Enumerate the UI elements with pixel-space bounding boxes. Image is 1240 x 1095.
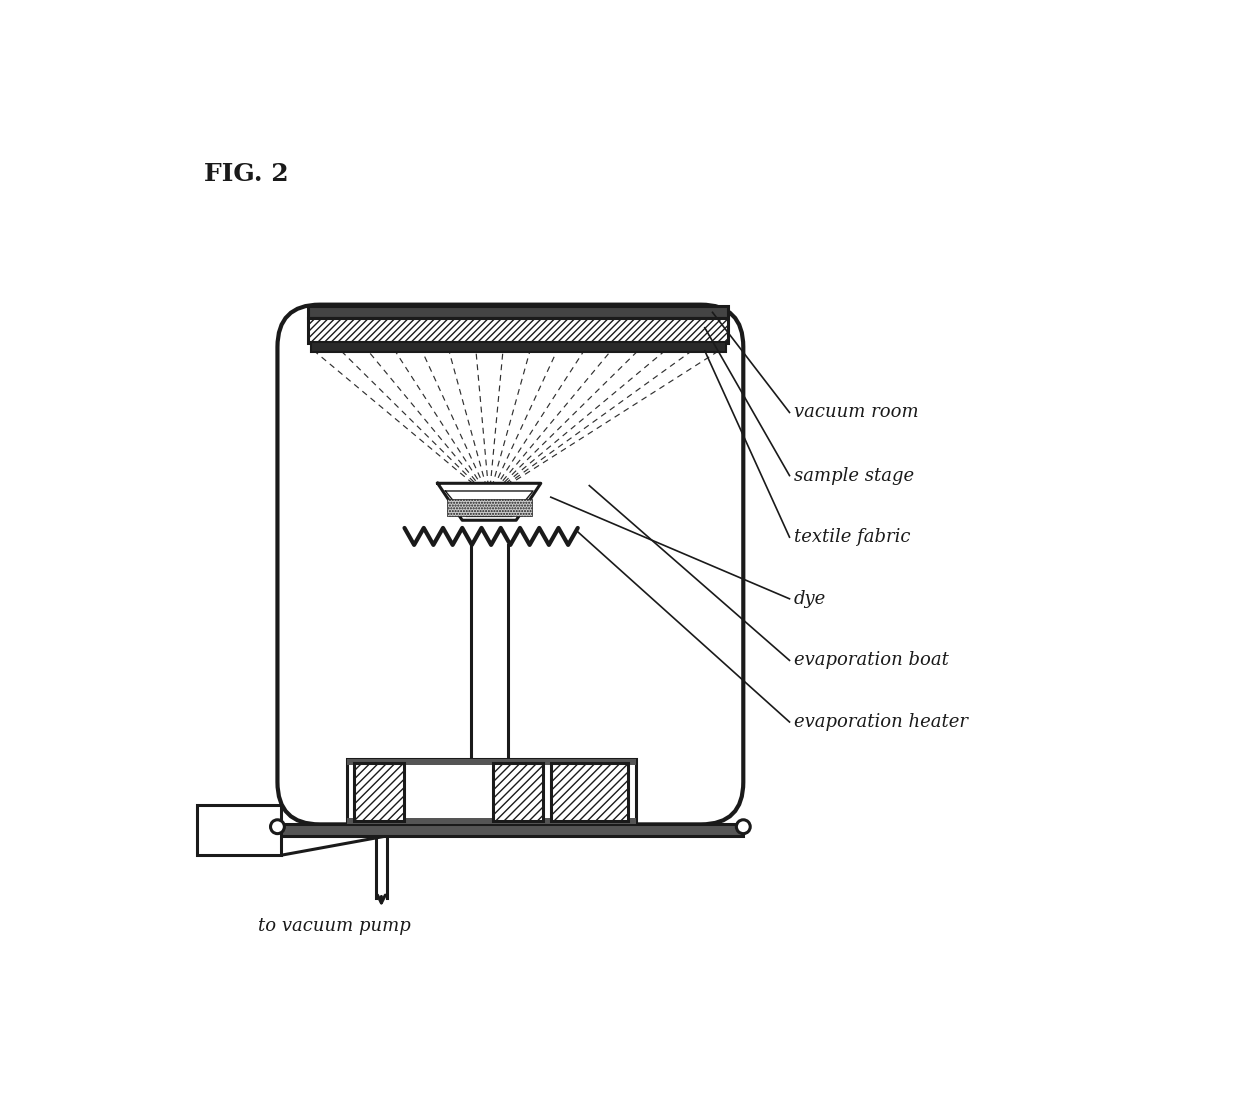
Bar <box>278 825 743 835</box>
Bar <box>446 499 532 517</box>
Circle shape <box>737 820 750 833</box>
Bar <box>197 805 281 855</box>
Bar <box>347 759 635 825</box>
Text: FIG. 2: FIG. 2 <box>205 162 289 186</box>
Text: textile fabric: textile fabric <box>794 528 910 546</box>
Bar <box>494 763 543 820</box>
Text: vacuum room: vacuum room <box>794 403 919 422</box>
Bar <box>551 763 627 820</box>
Text: evaporation heater: evaporation heater <box>794 713 968 731</box>
Bar <box>309 318 728 343</box>
Polygon shape <box>445 491 533 517</box>
Polygon shape <box>438 483 541 520</box>
Circle shape <box>270 820 284 833</box>
Bar <box>309 307 728 318</box>
Bar <box>355 763 404 820</box>
Bar <box>310 342 725 353</box>
Text: to vacuum pump: to vacuum pump <box>258 917 410 935</box>
Text: dye: dye <box>794 590 826 608</box>
Text: sample stage: sample stage <box>794 466 914 485</box>
Text: evaporation boat: evaporation boat <box>794 652 949 669</box>
Bar <box>347 818 635 825</box>
Bar <box>347 759 635 765</box>
